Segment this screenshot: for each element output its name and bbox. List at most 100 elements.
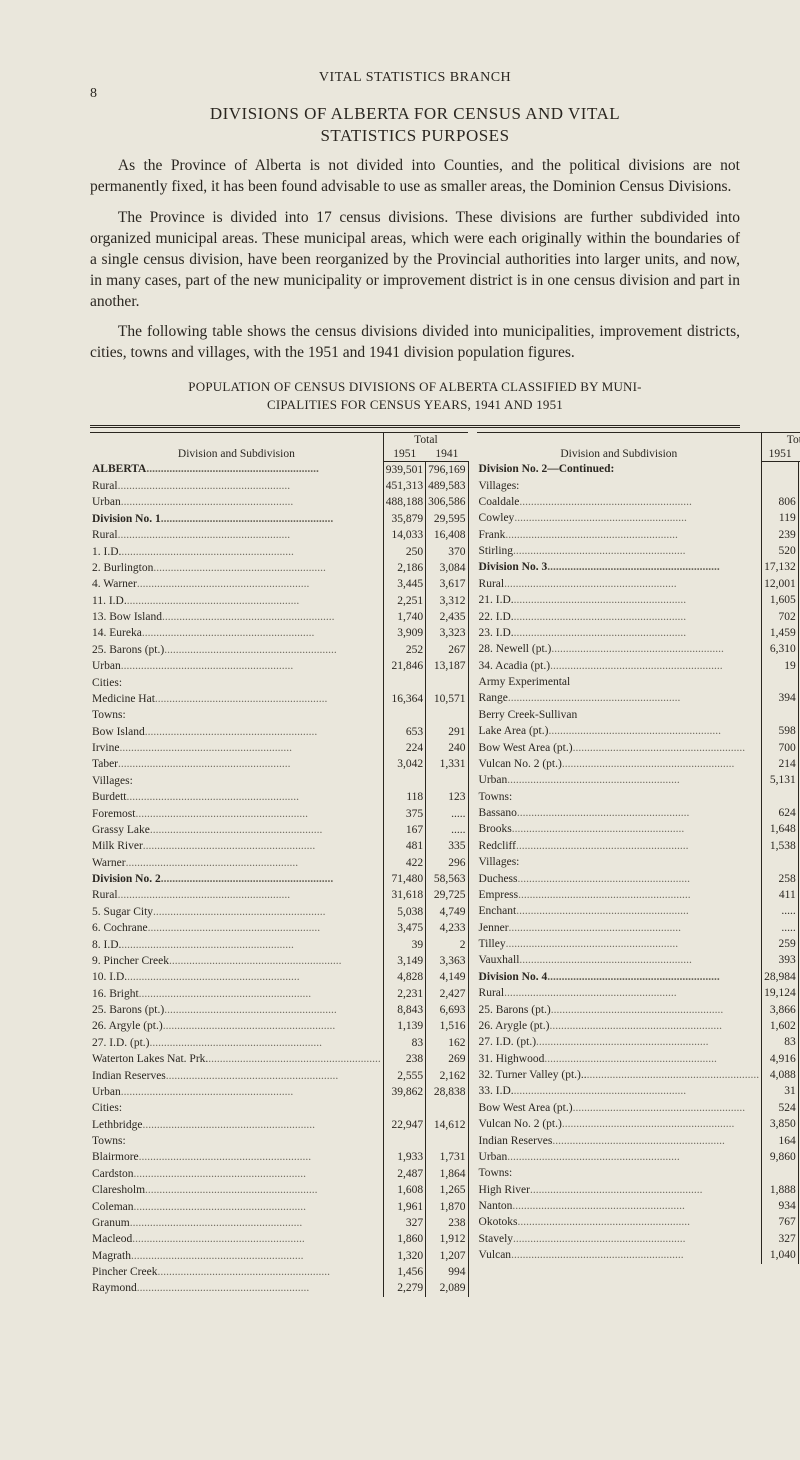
row-value-1951: 1,860 xyxy=(383,1231,425,1247)
table-row: Pincher Creek ..........................… xyxy=(90,1264,468,1280)
row-value-1941: 1,207 xyxy=(426,1248,468,1264)
table-row: Lake Area (pt.) ........................… xyxy=(477,723,800,739)
row-value-1951 xyxy=(762,789,799,805)
row-value-1951: 3,850 xyxy=(762,1116,799,1132)
row-value-1951: 4,828 xyxy=(383,969,425,985)
table-row: 11. I.D. ...............................… xyxy=(90,593,468,609)
row-label: 22. I.D. ...............................… xyxy=(477,609,762,625)
row-label: Brooks .................................… xyxy=(477,821,762,837)
row-label: Bow Island .............................… xyxy=(90,724,383,740)
table-row: 28. Newell (pt.) .......................… xyxy=(477,641,800,657)
row-label: Lake Area (pt.) ........................… xyxy=(477,723,762,739)
row-value-1951 xyxy=(383,707,425,723)
row-value-1951: 806 xyxy=(762,494,799,510)
table-row: Rural ..................................… xyxy=(90,527,468,543)
row-value-1951: 1,888 xyxy=(762,1182,799,1198)
row-label: Enchant ................................… xyxy=(477,903,762,919)
table-row: Indian Reserves ........................… xyxy=(90,1068,468,1084)
col-head-1951: 1951 xyxy=(383,447,425,462)
row-value-1951: 259 xyxy=(762,936,799,952)
row-label: Cities: xyxy=(90,675,383,691)
table-row: 32. Turner Valley (pt.).. ..............… xyxy=(477,1067,800,1083)
row-value-1951: 1,605 xyxy=(762,592,799,608)
row-label: 34. Acadia (pt.) .......................… xyxy=(477,658,762,674)
table-row: 25. Barons (pt.) .......................… xyxy=(477,1002,800,1018)
row-value-1941: 994 xyxy=(426,1264,468,1280)
census-table-right: Division and Subdivision Total 1951 1941… xyxy=(477,432,800,1264)
row-label: Berry Creek-Sullivan xyxy=(477,707,762,723)
row-value-1941: 29,725 xyxy=(426,887,468,903)
table-row: Brooks .................................… xyxy=(477,821,800,837)
table-row: Foremost ...............................… xyxy=(90,806,468,822)
paragraph-3: The following table shows the census div… xyxy=(90,322,740,364)
table-row: Bow West Area (pt.) ....................… xyxy=(477,1100,800,1116)
table-row: Urban ..................................… xyxy=(90,494,468,510)
table-row: Duchess ................................… xyxy=(477,871,800,887)
row-value-1951: 4,916 xyxy=(762,1051,799,1067)
row-value-1941: ..... xyxy=(426,806,468,822)
table-row: Rural ..................................… xyxy=(90,478,468,494)
row-value-1951: 2,555 xyxy=(383,1068,425,1084)
row-value-1951: 16,364 xyxy=(383,691,425,707)
row-value-1941: 3,617 xyxy=(426,576,468,592)
table-row: Division No. 4 .........................… xyxy=(477,969,800,985)
row-value-1951: 214 xyxy=(762,756,799,772)
table-row: Villages: xyxy=(477,854,800,870)
row-label: 23. I.D. ...............................… xyxy=(477,625,762,641)
row-value-1941: 269 xyxy=(426,1051,468,1067)
row-value-1941: 29,595 xyxy=(426,511,468,527)
table-row: Vulcan No. 2 (pt.) .....................… xyxy=(477,1116,800,1132)
table-row: 14. Eureka .............................… xyxy=(90,625,468,641)
table-row: 33. I.D. ...............................… xyxy=(477,1083,800,1099)
row-value-1941 xyxy=(426,675,468,691)
row-value-1941: 2,089 xyxy=(426,1280,468,1296)
row-value-1941: ..... xyxy=(426,822,468,838)
row-label: Vulcan No. 2 (pt.) .....................… xyxy=(477,756,762,772)
table-row: Burdett ................................… xyxy=(90,789,468,805)
row-value-1941: 1,331 xyxy=(426,756,468,772)
table-row: Towns: xyxy=(90,707,468,723)
table-row: Blairmore ..............................… xyxy=(90,1149,468,1165)
row-value-1951: 119 xyxy=(762,510,799,526)
row-value-1941: 2 xyxy=(426,937,468,953)
row-label: Irvine .................................… xyxy=(90,740,383,756)
row-value-1951 xyxy=(383,773,425,789)
row-value-1951: 598 xyxy=(762,723,799,739)
table-row: 27. I.D. (pt.) .........................… xyxy=(477,1034,800,1050)
table-row: Cardston ...............................… xyxy=(90,1166,468,1182)
row-label: Foremost ...............................… xyxy=(90,806,383,822)
row-value-1941: 370 xyxy=(426,544,468,560)
table-row: 27. I.D. (pt.) .........................… xyxy=(90,1035,468,1051)
table-row: 1. I.D. ................................… xyxy=(90,544,468,560)
row-value-1941: 1,516 xyxy=(426,1018,468,1034)
row-label: Division No. 2—Continued: xyxy=(477,461,762,477)
row-label: 26. Argyle (pt.) .......................… xyxy=(90,1018,383,1034)
table-row: 26. Argyle (pt.) .......................… xyxy=(90,1018,468,1034)
row-value-1951: 934 xyxy=(762,1198,799,1214)
row-value-1941: 240 xyxy=(426,740,468,756)
table-row: 9. Pincher Creek .......................… xyxy=(90,953,468,969)
table-row: Okotoks ................................… xyxy=(477,1214,800,1230)
row-label: Raymond ................................… xyxy=(90,1280,383,1296)
row-value-1951: 1,456 xyxy=(383,1264,425,1280)
row-value-1951: 6,310 xyxy=(762,641,799,657)
row-label: Vulcan .................................… xyxy=(477,1247,762,1263)
row-value-1951: 1,648 xyxy=(762,821,799,837)
col-head-1951: 1951 xyxy=(762,447,799,462)
table-row: Jenner .................................… xyxy=(477,920,800,936)
row-label: 16. Bright .............................… xyxy=(90,986,383,1002)
row-label: Indian Reserves ........................… xyxy=(90,1068,383,1084)
row-label: Waterton Lakes Nat. Prk. ...............… xyxy=(90,1051,383,1067)
row-value-1951: 327 xyxy=(383,1215,425,1231)
table-row: 26. Arygle (pt.) .......................… xyxy=(477,1018,800,1034)
table-row: Bow West Area (pt.) ....................… xyxy=(477,740,800,756)
row-label: Bow West Area (pt.) ....................… xyxy=(477,740,762,756)
row-value-1941: 1,912 xyxy=(426,1231,468,1247)
row-label: 2. Burlington ..........................… xyxy=(90,560,383,576)
table-row: Vulcan .................................… xyxy=(477,1247,800,1263)
row-label: 8. I.D. ................................… xyxy=(90,937,383,953)
row-value-1941: 14,612 xyxy=(426,1117,468,1133)
row-label: Taber ..................................… xyxy=(90,756,383,772)
row-label: Warner .................................… xyxy=(90,855,383,871)
row-value-1941: 3,312 xyxy=(426,593,468,609)
